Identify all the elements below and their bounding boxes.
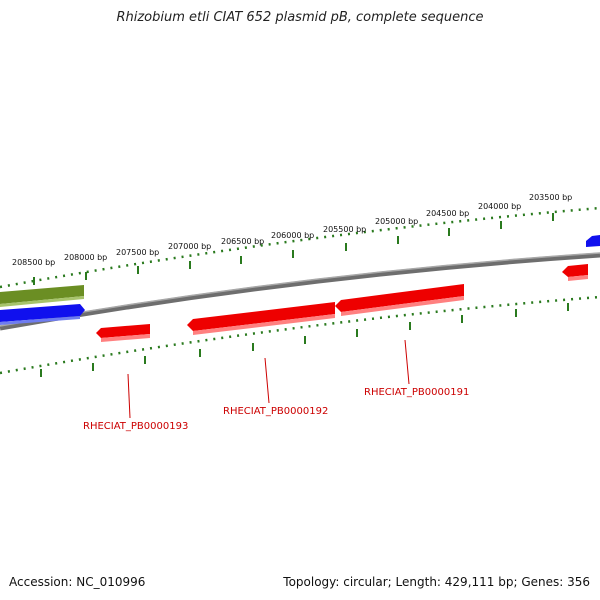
gene-label-192[interactable]: RHECIAT_PB0000192 [223,406,328,417]
tick-label: 205500 bp [323,225,366,234]
backbone-arc-highlight [0,252,600,327]
leader-line-191 [404,339,410,385]
tick-label: 208500 bp [12,258,55,267]
tick-label: 208000 bp [64,253,107,262]
tick-label: 206000 bp [271,231,314,240]
gene-feature-red-right[interactable] [562,264,588,281]
summary-text: Topology: circular; Length: 429,111 bp; … [283,575,590,589]
gene-label-191[interactable]: RHECIAT_PB0000191 [364,387,469,398]
major-ticks [33,213,569,377]
gene-label-193[interactable]: RHECIAT_PB0000193 [83,421,188,432]
gene-feature-rheciat-pb0000193[interactable] [96,324,150,342]
outer-tick-ring [0,206,600,289]
map-title: Rhizobium etli CIAT 652 plasmid pB, comp… [116,10,484,25]
gene-feature-rheciat-pb0000191[interactable] [335,284,464,316]
leader-line-192 [264,357,270,404]
tick-label: 207000 bp [168,242,211,251]
gene-feature-olive[interactable] [0,285,84,307]
gene-feature-rheciat-pb0000192[interactable] [187,302,335,335]
backbone-arc [0,252,600,331]
gene-feature-blue-right[interactable] [586,235,600,247]
tick-label: 205000 bp [375,217,418,226]
accession-text: Accession: NC_010996 [9,575,146,589]
inner-tick-ring [0,295,600,375]
tick-label: 203500 bp [529,193,572,202]
tick-label: 204500 bp [426,209,469,218]
tick-labels: 208500 bp 208000 bp 207500 bp 207000 bp 2065… [12,193,572,267]
tick-label: 207500 bp [116,248,159,257]
tick-label: 204000 bp [478,202,521,211]
gene-feature-blue-left[interactable] [0,304,85,325]
tick-label: 206500 bp [221,237,264,246]
leader-line-193 [127,373,131,419]
